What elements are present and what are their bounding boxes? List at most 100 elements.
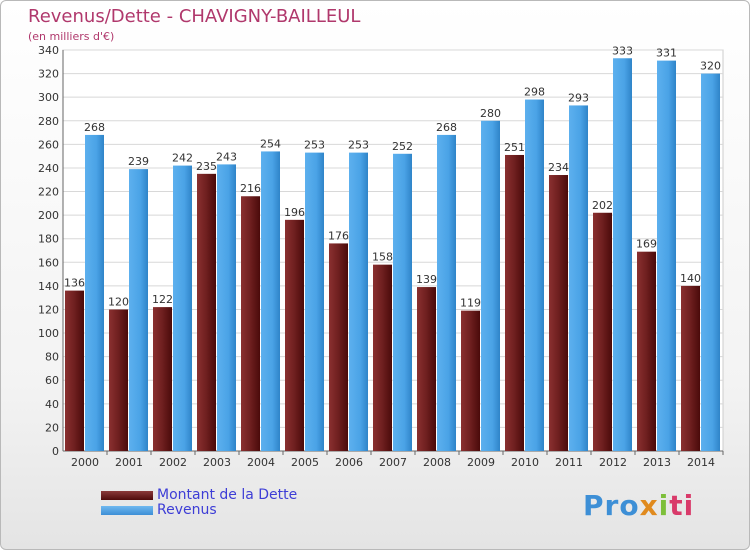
bar-dette xyxy=(593,212,612,451)
data-label-dette: 158 xyxy=(372,251,393,264)
proxiti-logo: Proxiti xyxy=(583,489,694,522)
x-tick-label: 2002 xyxy=(159,456,187,469)
y-tick-label: 60 xyxy=(45,374,59,387)
logo-part-4: ti xyxy=(669,489,695,522)
bar-revenus xyxy=(437,134,456,451)
data-label-revenus: 239 xyxy=(128,155,149,168)
x-tick-label: 2003 xyxy=(203,456,231,469)
y-tick-label: 300 xyxy=(38,91,59,104)
bar-revenus xyxy=(525,99,544,452)
data-label-revenus: 252 xyxy=(392,140,413,153)
logo-part-3: i xyxy=(658,489,670,522)
bar-revenus xyxy=(261,151,280,451)
data-label-dette: 251 xyxy=(504,141,525,154)
bar-dette xyxy=(241,196,260,451)
y-tick-label: 200 xyxy=(38,209,59,222)
data-label-revenus: 253 xyxy=(348,139,369,152)
data-label-dette: 196 xyxy=(284,206,305,219)
y-tick-label: 80 xyxy=(45,351,59,364)
data-label-dette: 216 xyxy=(240,182,261,195)
data-label-dette: 140 xyxy=(680,272,701,285)
bar-revenus xyxy=(569,105,588,452)
x-tick-label: 2007 xyxy=(379,456,407,469)
data-label-dette: 136 xyxy=(64,277,85,290)
x-tick-label: 2005 xyxy=(291,456,319,469)
bar-dette xyxy=(505,154,524,451)
y-tick-label: 40 xyxy=(45,398,59,411)
bar-dette xyxy=(65,290,84,451)
y-tick-label: 260 xyxy=(38,138,59,151)
data-label-dette: 169 xyxy=(636,238,657,251)
bar-revenus xyxy=(481,120,500,451)
legend-swatch-dette xyxy=(101,491,153,500)
data-label-revenus: 331 xyxy=(656,47,677,60)
data-label-revenus: 320 xyxy=(700,60,721,73)
bar-dette xyxy=(329,243,348,451)
x-tick-label: 2000 xyxy=(71,456,99,469)
y-tick-label: 220 xyxy=(38,186,59,199)
bar-dette xyxy=(373,264,392,451)
data-label-revenus: 243 xyxy=(216,150,237,163)
y-tick-label: 180 xyxy=(38,233,59,246)
bar-dette xyxy=(549,175,568,452)
y-tick-label: 0 xyxy=(52,445,59,458)
bar-dette xyxy=(153,307,172,451)
y-tick-label: 140 xyxy=(38,280,59,293)
legend-label-dette: Montant de la Dette xyxy=(157,487,298,503)
bar-dette xyxy=(461,310,480,451)
legend-swatch-revenus xyxy=(101,506,153,515)
data-label-dette: 119 xyxy=(460,297,481,310)
data-label-dette: 202 xyxy=(592,199,613,212)
y-tick-label: 340 xyxy=(38,44,59,57)
x-tick-label: 2004 xyxy=(247,456,275,469)
data-label-revenus: 333 xyxy=(612,44,633,57)
data-label-dette: 139 xyxy=(416,273,437,286)
data-label-revenus: 242 xyxy=(172,152,193,165)
bar-revenus xyxy=(173,165,192,452)
bar-revenus xyxy=(129,169,148,451)
x-tick-label: 2012 xyxy=(599,456,627,469)
y-tick-label: 100 xyxy=(38,327,59,340)
chart-title: Revenus/Dette - CHAVIGNY-BAILLEUL xyxy=(28,6,361,27)
x-tick-label: 2014 xyxy=(687,456,715,469)
bar-revenus xyxy=(393,153,412,451)
bar-revenus xyxy=(701,73,720,452)
logo-part-1: Pro xyxy=(583,489,640,522)
y-tick-label: 240 xyxy=(38,162,59,175)
data-label-revenus: 298 xyxy=(524,86,545,99)
bar-dette xyxy=(417,287,436,451)
data-label-revenus: 280 xyxy=(480,107,501,120)
y-tick-label: 160 xyxy=(38,256,59,269)
bar-dette xyxy=(197,173,216,451)
data-label-revenus: 254 xyxy=(260,137,281,150)
y-tick-label: 20 xyxy=(45,421,59,434)
x-tick-label: 2009 xyxy=(467,456,495,469)
data-label-revenus: 268 xyxy=(84,121,105,134)
data-label-revenus: 253 xyxy=(304,139,325,152)
data-label-dette: 120 xyxy=(108,295,129,308)
logo-part-2: x xyxy=(639,489,659,522)
bar-dette xyxy=(109,309,128,451)
data-label-revenus: 293 xyxy=(568,91,589,104)
x-tick-label: 2010 xyxy=(511,456,539,469)
data-label-revenus: 268 xyxy=(436,121,457,134)
x-tick-label: 2006 xyxy=(335,456,363,469)
chart-subtitle: (en milliers d'€) xyxy=(28,30,115,43)
data-label-dette: 122 xyxy=(152,293,173,306)
y-tick-label: 320 xyxy=(38,68,59,81)
bar-revenus xyxy=(305,152,324,451)
bar-revenus xyxy=(217,164,236,451)
bar-revenus xyxy=(613,58,632,451)
data-label-dette: 176 xyxy=(328,229,349,242)
data-label-dette: 235 xyxy=(196,160,217,173)
bar-dette xyxy=(637,251,656,451)
x-tick-label: 2001 xyxy=(115,456,143,469)
y-tick-label: 120 xyxy=(38,303,59,316)
bar-dette xyxy=(285,219,304,451)
data-label-dette: 234 xyxy=(548,161,569,174)
y-tick-label: 280 xyxy=(38,115,59,128)
bar-revenus xyxy=(85,134,104,451)
x-tick-label: 2008 xyxy=(423,456,451,469)
